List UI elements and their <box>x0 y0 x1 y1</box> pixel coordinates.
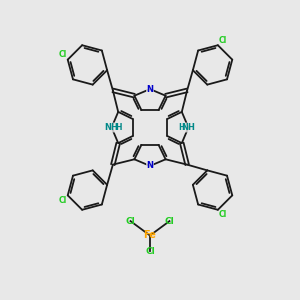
Text: Cl: Cl <box>59 50 67 59</box>
Text: Cl: Cl <box>165 217 174 226</box>
Text: NH: NH <box>182 123 195 132</box>
Text: Cl: Cl <box>218 36 227 45</box>
Text: N: N <box>146 85 154 94</box>
Text: N: N <box>146 161 154 170</box>
Text: Cl: Cl <box>145 247 155 256</box>
Text: Fe: Fe <box>144 230 156 241</box>
Text: H: H <box>115 123 122 132</box>
Text: Cl: Cl <box>59 196 67 205</box>
Text: Cl: Cl <box>218 210 227 219</box>
Text: NH: NH <box>105 123 118 132</box>
Text: Cl: Cl <box>126 217 135 226</box>
Text: H: H <box>178 123 185 132</box>
